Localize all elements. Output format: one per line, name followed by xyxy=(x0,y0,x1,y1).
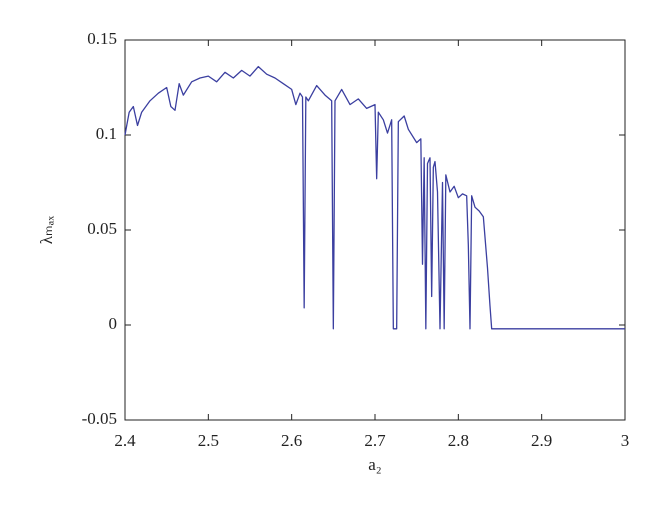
y-tick-label: 0.15 xyxy=(87,29,117,48)
x-tick-label: 2.8 xyxy=(448,431,469,450)
x-tick-label: 2.4 xyxy=(114,431,136,450)
x-tick-label: 2.9 xyxy=(531,431,552,450)
plot-frame xyxy=(124,39,626,421)
x-tick-label: 3 xyxy=(621,431,630,450)
y-tick-label: -0.05 xyxy=(82,409,117,428)
x-axis-label: a₂ xyxy=(368,455,381,474)
y-tick-label: 0.05 xyxy=(87,219,117,238)
x-tick-label: 2.6 xyxy=(281,431,302,450)
data-line xyxy=(124,65,625,330)
x-tick-label: 2.7 xyxy=(364,431,386,450)
y-axis-label: λₘₐₓ xyxy=(37,216,56,244)
x-tick-label: 2.5 xyxy=(198,431,219,450)
y-tick-label: 0 xyxy=(109,314,118,333)
y-tick-label: 0.1 xyxy=(96,124,117,143)
